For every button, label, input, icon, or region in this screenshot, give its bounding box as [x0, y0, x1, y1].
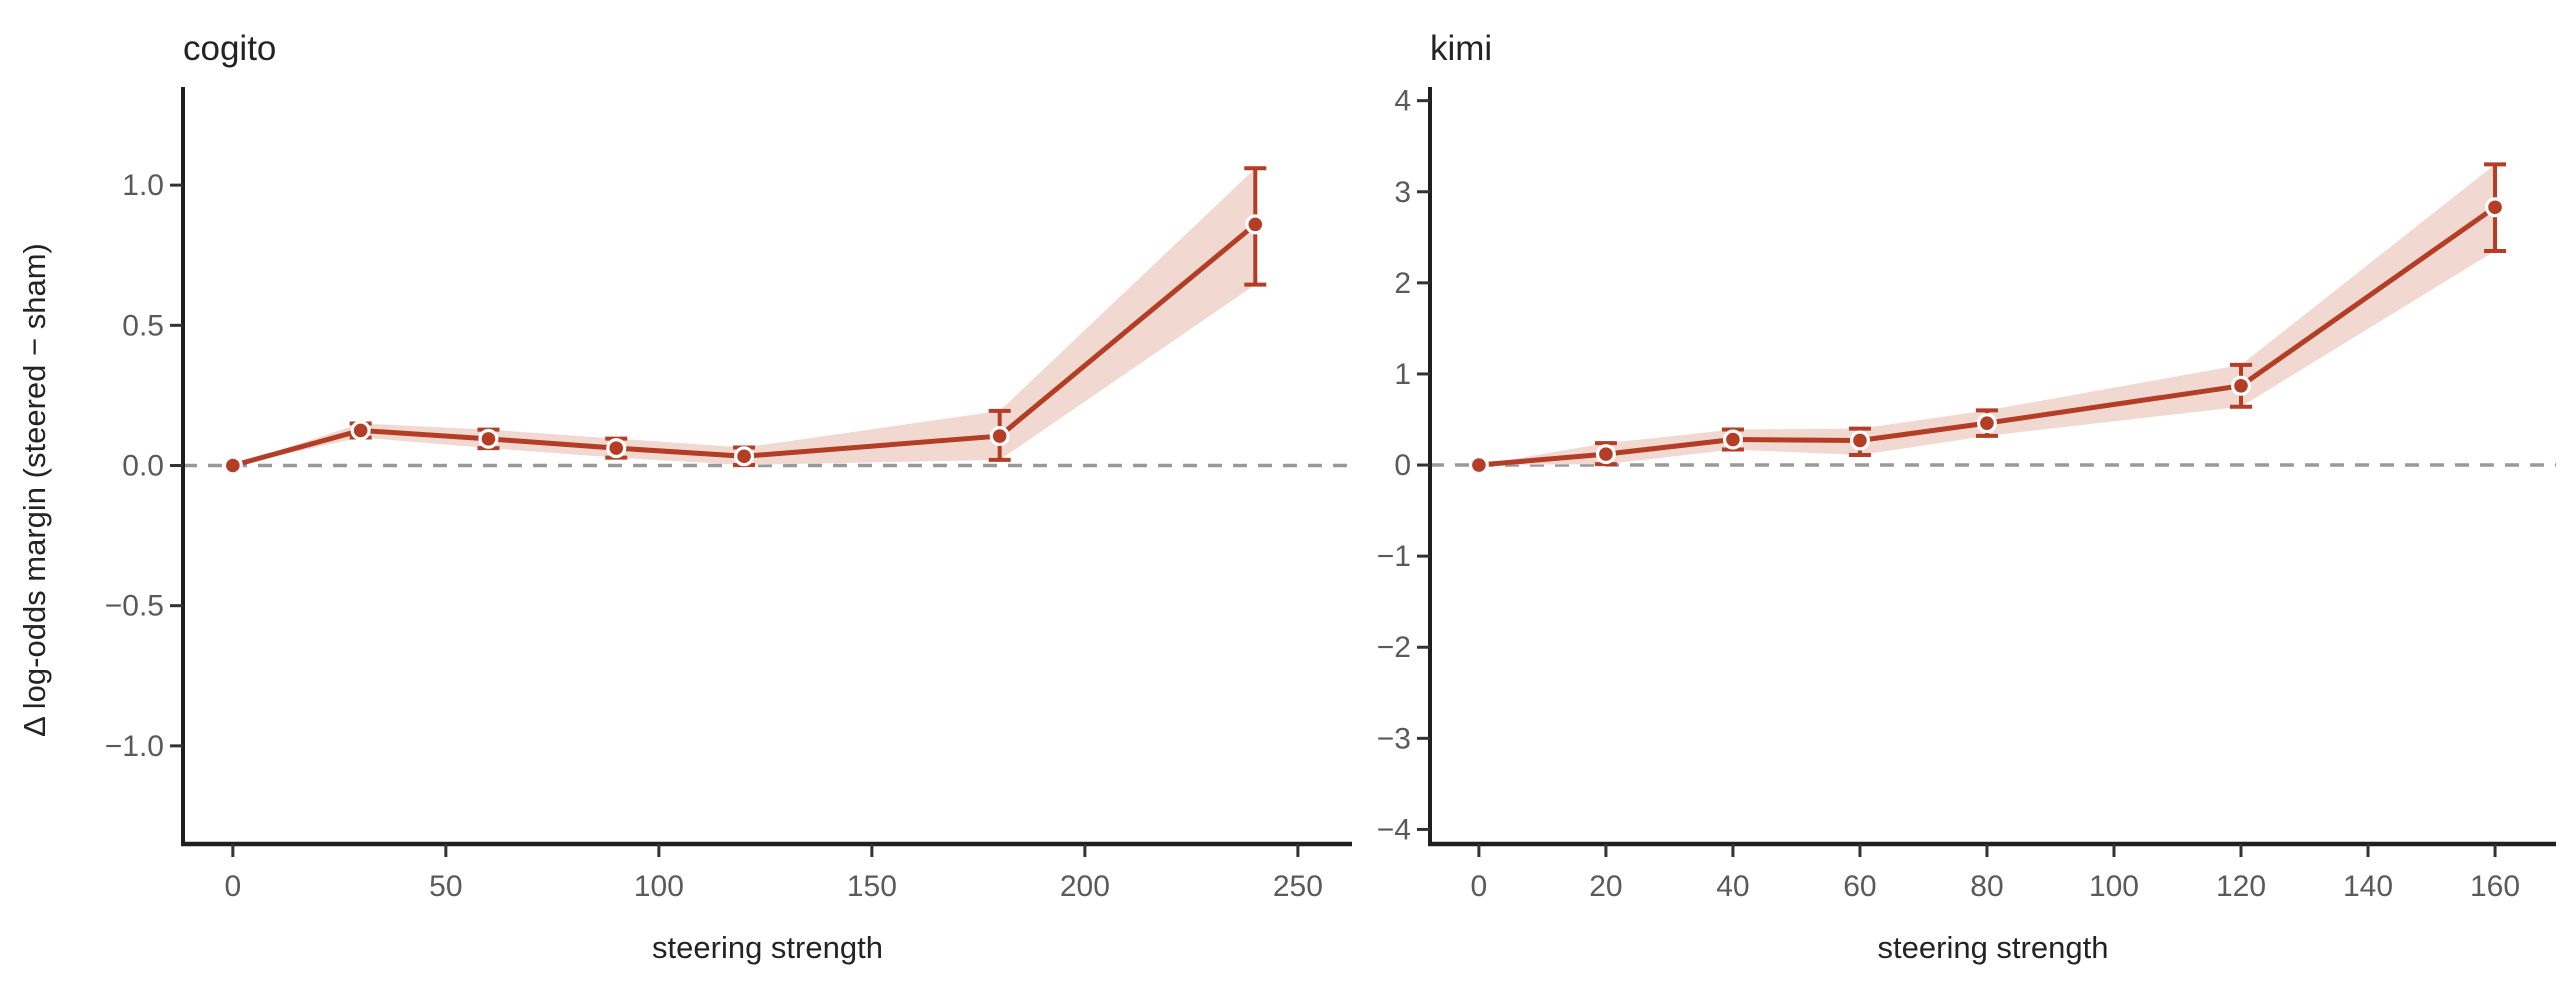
x-tick-label: 40: [1716, 870, 1749, 903]
x-tick-label: 100: [634, 870, 684, 903]
y-tick-label: 0.5: [122, 309, 164, 342]
y-tick-label: 0.0: [122, 450, 164, 483]
y-tick-label: 3: [1394, 176, 1411, 209]
y-tick-label: 2: [1394, 267, 1411, 300]
x-tick-label: 20: [1589, 870, 1622, 903]
confidence-band: [232, 168, 1256, 466]
y-tick-label: −2: [1377, 631, 1411, 664]
y-axis-label: Δ log-odds margin (steered − sham): [17, 243, 52, 737]
x-tick-label: 0: [1471, 870, 1488, 903]
data-point: [734, 446, 755, 467]
y-tick-label: 0: [1394, 449, 1411, 482]
x-tick-label: 150: [847, 870, 897, 903]
data-point: [1595, 444, 1616, 465]
data-point: [1468, 455, 1489, 476]
y-tick-label: −4: [1377, 813, 1411, 846]
data-point: [1245, 214, 1266, 235]
x-tick-label: 100: [2089, 870, 2139, 903]
panel-title: cogito: [183, 29, 276, 68]
y-tick-label: 1: [1394, 358, 1411, 391]
data-point: [222, 455, 243, 476]
x-tick-label: 50: [429, 870, 462, 903]
x-tick-label: 120: [2216, 870, 2266, 903]
y-tick-label: −1.0: [105, 730, 164, 763]
data-point: [1849, 430, 1870, 451]
data-point: [2230, 375, 2251, 396]
x-tick-label: 140: [2343, 870, 2393, 903]
data-point: [989, 426, 1010, 447]
x-tick-label: 80: [1970, 870, 2003, 903]
x-tick-label: 160: [2470, 870, 2520, 903]
x-axis-label: steering strength: [652, 930, 883, 965]
y-tick-label: −0.5: [105, 590, 164, 623]
y-tick-label: −3: [1377, 722, 1411, 755]
y-tick-label: −1: [1377, 540, 1411, 573]
y-tick-label: 4: [1394, 85, 1411, 118]
x-tick-label: 60: [1843, 870, 1876, 903]
x-tick-label: 0: [225, 870, 242, 903]
data-point: [350, 420, 371, 441]
x-axis-label: steering strength: [1878, 930, 2109, 965]
x-tick-label: 250: [1273, 870, 1323, 903]
panel-kimi: 0 20 40 60 80 100 120 140 160 4 3 2 1 0 −1 −2 −3 −4 kimi st…: [1377, 29, 2556, 965]
data-point: [1722, 429, 1743, 450]
data-point: [1976, 413, 1997, 434]
y-tick-label: 1.0: [122, 169, 164, 202]
x-tick-label: 200: [1060, 870, 1110, 903]
panel-cogito: 0 50 100 150 200 250 1.0 0.5 0.0 −0.5 −1.0 cogito st…: [17, 29, 1352, 965]
data-point: [478, 428, 499, 449]
data-point: [2485, 197, 2506, 218]
panel-title: kimi: [1430, 29, 1492, 68]
data-point: [606, 438, 627, 459]
